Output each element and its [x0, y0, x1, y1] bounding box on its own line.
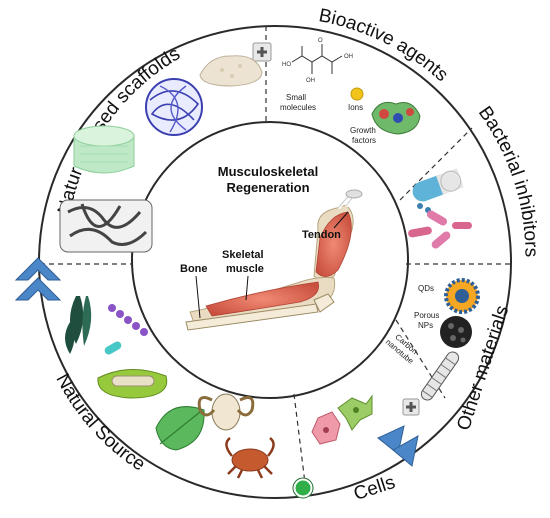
- label-growth-1: Growth: [350, 126, 376, 135]
- ion-icon: [350, 87, 364, 101]
- arm-anatomy: [185, 188, 363, 331]
- label-bacterial-inhibitors: Bacterial inhibitors: [474, 103, 542, 258]
- left-arrow-icon: [14, 257, 62, 301]
- leaf-icon: [155, 406, 205, 451]
- label-qds: QDs: [418, 284, 434, 293]
- svg-text:HO: HO: [282, 62, 291, 68]
- label-skeletal-2: muscle: [226, 263, 264, 275]
- silkworm-icon: [97, 368, 168, 399]
- plus-icon-top: [252, 42, 272, 62]
- fiber-ball-icon: [145, 78, 203, 136]
- hydrogel-cylinder-icon: [73, 125, 135, 174]
- plus-icon-bottom: [402, 398, 420, 416]
- label-bioactive-agents: Bioactive agents: [317, 5, 452, 86]
- cell-green-icon: [337, 394, 373, 431]
- svg-text:OH: OH: [344, 54, 353, 60]
- bottom-right-arrow-icon: [377, 425, 419, 467]
- ram-icon: [197, 393, 255, 431]
- microorganism-icon: [104, 341, 122, 355]
- label-tendon: Tendon: [302, 229, 341, 241]
- svg-text:O: O: [318, 38, 323, 44]
- center-title-2: Regeneration: [226, 180, 309, 195]
- capsule-icon: [412, 168, 464, 213]
- label-growth-2: factors: [352, 136, 376, 145]
- label-small-molecules-2: molecules: [280, 103, 316, 112]
- svg-text:OH: OH: [306, 78, 315, 84]
- label-porous-2: NPs: [418, 321, 433, 330]
- label-ions: Ions: [348, 103, 363, 112]
- label-porous-1: Porous: [414, 311, 439, 320]
- porous-np-icon: [440, 316, 472, 348]
- center-title-1: Musculoskeletal: [218, 164, 318, 179]
- carbon-nanotube-icon: [420, 351, 460, 401]
- growth-factor-icon: [371, 101, 421, 135]
- divider-bottom: [293, 393, 306, 484]
- quantum-dot-icon: [444, 278, 480, 314]
- scaffold-mesh-icon: [59, 199, 153, 253]
- small-molecule-icon: HO OH OH O: [282, 38, 353, 84]
- label-cells: Cells: [351, 472, 398, 505]
- algae-beads-icon: [108, 304, 148, 336]
- label-small-molecules-1: Small: [286, 93, 306, 102]
- label-bone: Bone: [180, 263, 208, 275]
- inner-ring: [131, 121, 409, 399]
- bacteria-icon: [408, 210, 472, 249]
- divider-upper-right: [399, 127, 473, 201]
- crab-icon: [225, 437, 275, 479]
- green-dot-icon: [292, 477, 314, 499]
- seaweed-icon: [65, 296, 92, 354]
- label-skeletal-1: Skeletal: [222, 249, 264, 261]
- cell-pink-icon: [311, 411, 341, 445]
- powder-icon: [199, 55, 263, 87]
